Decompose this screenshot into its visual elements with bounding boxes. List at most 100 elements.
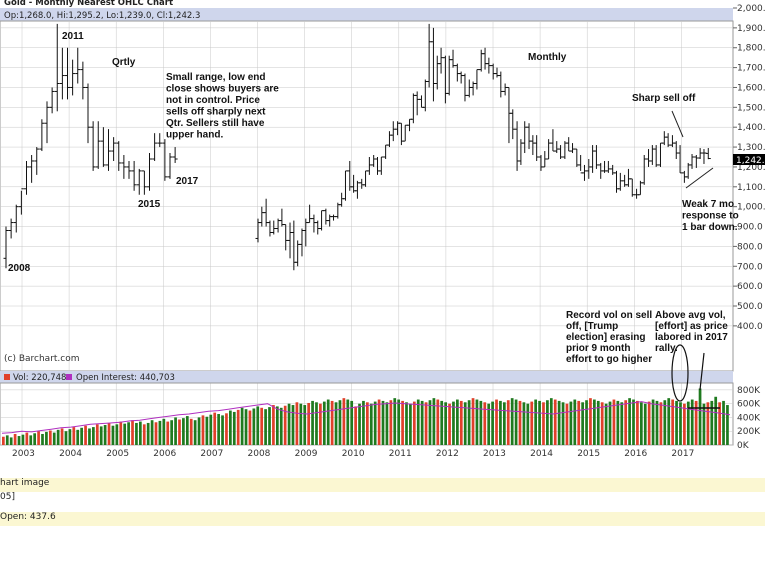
ohlc-bar <box>614 170 619 193</box>
volume-bar <box>244 409 248 445</box>
price-tick-label: 500.0 <box>737 302 763 312</box>
volume-bar <box>624 400 628 445</box>
ohlc-bar <box>442 55 448 104</box>
ohlc-bar <box>661 131 667 146</box>
volume-bar <box>475 399 479 445</box>
volume-bar <box>158 420 162 445</box>
volume-bar <box>229 410 232 445</box>
time-tick-label: 2003 <box>12 449 35 459</box>
volume-bar <box>319 403 322 445</box>
volume-label: Vol: 220,748 <box>13 373 66 383</box>
annotation-line: 1 bar down. <box>682 222 738 233</box>
volume-bar <box>166 421 170 445</box>
volume-bar <box>667 398 671 445</box>
volume-bar <box>405 402 408 445</box>
annotation-line: Above avg vol, <box>655 310 726 321</box>
volume-bar <box>193 420 197 445</box>
volume-bar <box>491 401 494 445</box>
volume-bar <box>389 400 393 445</box>
volume-bar <box>252 408 256 445</box>
volume-axis: 800K 600K 400K 200K 0K <box>737 386 761 451</box>
volume-bar <box>440 400 444 445</box>
open-interest-label: Open Interest: 440,703 <box>76 373 175 383</box>
volume-bar <box>381 400 385 445</box>
volume-bar <box>373 401 377 445</box>
volume-bar <box>45 431 48 445</box>
volume-bar <box>569 401 573 445</box>
volume-bar <box>64 431 68 445</box>
volume-bar <box>616 400 620 445</box>
ohlc-bar <box>75 47 81 84</box>
annotation-line: [effort] as price <box>655 321 728 332</box>
volume-bar <box>72 427 76 445</box>
volume-bar <box>2 436 5 445</box>
volume-bar <box>311 400 314 445</box>
volume-bar <box>138 421 142 445</box>
volume-bar <box>170 420 174 445</box>
volume-bar <box>412 401 416 445</box>
time-tick-label: 2004 <box>59 449 82 459</box>
time-tick-label: 2009 <box>295 449 318 459</box>
volume-bar <box>111 425 115 445</box>
volume-bar <box>217 414 220 445</box>
volume-bar <box>76 429 80 445</box>
volume-bar <box>659 402 663 445</box>
ohlc-bar <box>398 122 404 146</box>
price-tick-label: 1,900.0 <box>737 24 765 34</box>
volume-bar <box>385 402 389 445</box>
ohlc-bar <box>331 214 337 221</box>
volume-bar <box>530 401 534 445</box>
volume-bar <box>702 403 706 445</box>
price-tick-label: 1,000.0 <box>737 203 765 213</box>
volume-bar <box>37 431 40 445</box>
volume-bar <box>25 432 29 445</box>
volume-bar <box>330 400 334 445</box>
price-tick-label: 2,000.0 <box>737 4 765 14</box>
ohlc-bar <box>534 135 540 161</box>
ohlc-bar <box>299 228 305 257</box>
ohlc-bar <box>625 168 631 187</box>
volume-bar <box>502 402 506 445</box>
ohlc-bar <box>617 172 623 191</box>
ohlc-bar <box>85 83 91 144</box>
volume-bar <box>115 424 119 445</box>
volume-bar <box>154 422 158 445</box>
volume-bar <box>393 398 397 445</box>
volume-header-bar <box>0 371 733 383</box>
volume-series <box>2 388 729 445</box>
volume-bar <box>68 429 72 445</box>
volume-bar <box>510 398 514 445</box>
volume-bar <box>264 409 267 445</box>
ohlc-bar <box>590 145 596 173</box>
ohlc-bar <box>570 143 576 154</box>
volume-bar <box>342 398 346 445</box>
ohlc-bar <box>363 170 369 187</box>
ohlc-bar <box>90 121 96 171</box>
annotation-2017: 2017 <box>176 176 199 187</box>
ohlc-bar <box>502 83 508 96</box>
ohlc-bar <box>287 222 293 259</box>
volume-bar <box>534 399 538 445</box>
volume-bar <box>366 402 369 445</box>
ohlc-bar <box>354 180 360 199</box>
volume-bar <box>236 409 240 445</box>
volume-bar <box>146 422 150 445</box>
monthly-ohlc-series <box>255 23 711 271</box>
volume-bar <box>338 400 342 445</box>
volume-bar <box>647 401 651 445</box>
volume-bar <box>577 400 581 445</box>
annotation-2011: 2011 <box>62 31 84 42</box>
ohlc-bar <box>386 131 392 148</box>
volume-tick-label: 0K <box>737 441 750 451</box>
ohlc-bar <box>121 155 127 179</box>
volume-bar <box>362 400 365 445</box>
ohlc-bar <box>546 139 552 160</box>
volume-bar <box>397 399 401 445</box>
volume-bar <box>581 402 584 445</box>
volume-bar <box>526 403 530 445</box>
volume-bar <box>679 402 682 445</box>
price-tick-label: 1,400.0 <box>737 123 765 133</box>
last-price-label: 1,242.3 <box>736 156 765 166</box>
volume-bar <box>448 403 451 445</box>
